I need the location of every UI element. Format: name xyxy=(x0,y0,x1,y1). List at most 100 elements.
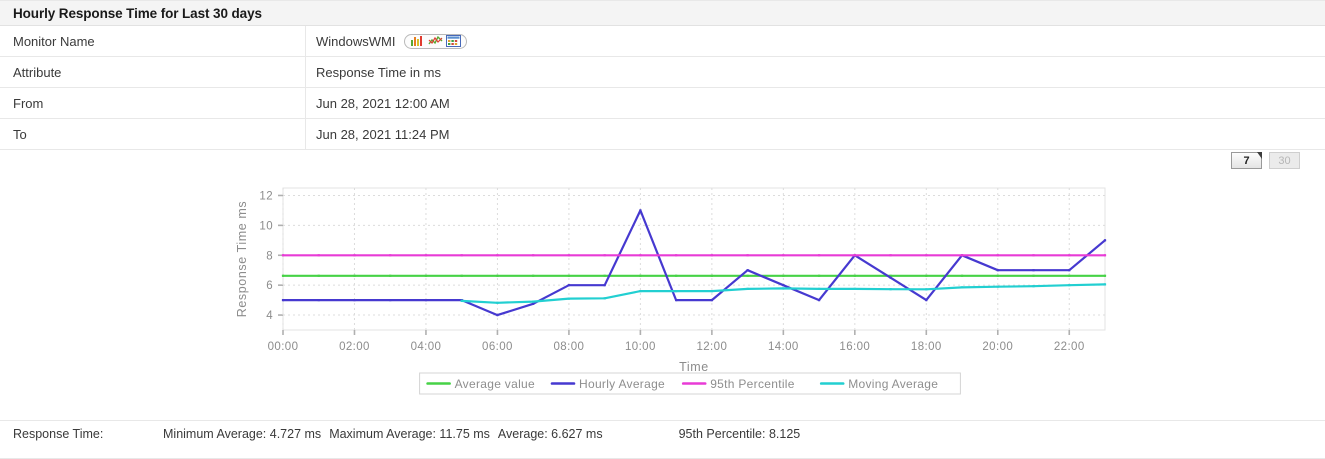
series-point xyxy=(817,299,821,302)
series-point xyxy=(782,274,785,277)
series-point xyxy=(1103,254,1107,257)
range-button-30[interactable]: 30 xyxy=(1269,152,1300,169)
series-point xyxy=(496,274,499,277)
monitor-info-table: Monitor Name WindowsWMI xyxy=(0,26,1325,150)
series-point xyxy=(603,254,606,257)
plot-area xyxy=(282,187,1106,331)
series-point xyxy=(817,287,821,290)
series-point xyxy=(746,274,749,277)
x-axis-tick-label: 00:00 xyxy=(268,341,299,353)
series-point xyxy=(710,274,713,277)
series-point xyxy=(782,284,785,287)
legend-label: 95th Percentile xyxy=(710,377,795,391)
series-point xyxy=(639,254,642,257)
series-point xyxy=(353,274,356,277)
series-point xyxy=(889,274,892,277)
x-axis-tick-label: 10:00 xyxy=(625,341,656,353)
x-axis-tick-label: 08:00 xyxy=(554,341,585,353)
stats-footer: Response Time: Minimum Average: 4.727 ms… xyxy=(0,420,1325,459)
range-button-group: 7 30 xyxy=(1231,152,1300,169)
series-point xyxy=(353,299,356,302)
y-axis-tick-label: 8 xyxy=(266,250,273,262)
table-row: To Jun 28, 2021 11:24 PM xyxy=(0,118,1325,150)
range-button-7[interactable]: 7 xyxy=(1231,152,1262,169)
bar-chart-icon[interactable] xyxy=(410,35,425,47)
series-point xyxy=(675,274,678,277)
row-value-monitor-name: WindowsWMI xyxy=(305,26,1325,57)
y-axis-tick-label: 6 xyxy=(266,280,273,292)
series-point xyxy=(317,254,320,257)
series-point xyxy=(1068,269,1071,272)
stat-95th-percentile: 95th Percentile: 8.125 xyxy=(678,427,801,441)
series-point xyxy=(710,299,713,302)
y-axis-tick-label: 12 xyxy=(259,190,273,202)
series-point xyxy=(782,254,785,257)
series-point xyxy=(1068,254,1071,257)
series-point xyxy=(496,301,499,304)
row-label-from: From xyxy=(0,87,306,119)
x-axis-tick-label: 16:00 xyxy=(839,341,870,353)
series-point xyxy=(782,287,785,290)
series-point xyxy=(496,254,499,257)
series-point xyxy=(1032,254,1035,257)
table-row: Attribute Response Time in ms xyxy=(0,56,1325,88)
row-label-attribute: Attribute xyxy=(0,56,306,88)
table-grid-icon[interactable] xyxy=(446,35,462,47)
table-row: From Jun 28, 2021 12:00 AM xyxy=(0,87,1325,119)
series-point xyxy=(603,284,606,287)
series-point xyxy=(567,254,571,257)
monitor-view-icons[interactable] xyxy=(404,33,468,49)
series-point xyxy=(710,290,713,293)
range-button-7-label: 7 xyxy=(1243,154,1250,167)
series-point xyxy=(496,313,499,317)
series-point xyxy=(817,274,821,277)
x-axis-tick-label: 06:00 xyxy=(482,341,513,353)
stats-lead-label: Response Time: xyxy=(13,427,104,441)
series-point xyxy=(389,274,392,277)
y-axis-tick-label: 10 xyxy=(259,220,273,232)
series-point xyxy=(532,274,535,277)
row-label-monitor-name: Monitor Name xyxy=(0,26,306,57)
legend-label: Hourly Average xyxy=(579,377,665,391)
stat-maximum-average: Maximum Average: 11.75 ms xyxy=(329,427,490,441)
series-point xyxy=(532,302,535,305)
series-point xyxy=(675,290,678,293)
series-point xyxy=(925,288,928,291)
series-point xyxy=(746,287,749,290)
series-point xyxy=(317,274,320,277)
legend-label: Moving Average xyxy=(848,377,938,391)
series-point xyxy=(281,254,285,257)
series-point xyxy=(889,288,892,291)
x-axis-tick-label: 12:00 xyxy=(696,341,727,353)
x-axis-tick-label: 20:00 xyxy=(982,341,1013,353)
series-point xyxy=(853,287,856,290)
series-point xyxy=(460,274,463,277)
series-point xyxy=(281,274,285,277)
chart-canvas: 4 6 8 10 12 00:00 02:00 04:00 06:00 08:00 10:00 12:… xyxy=(235,187,1107,395)
x-axis-tick-label: 02:00 xyxy=(339,341,370,353)
series-point xyxy=(567,274,571,277)
series-point xyxy=(746,269,749,272)
series-point xyxy=(675,299,678,302)
row-value-to: Jun 28, 2021 11:24 PM xyxy=(305,118,1325,150)
row-value-attribute: Response Time in ms xyxy=(305,56,1325,88)
series-point xyxy=(1103,274,1107,277)
range-button-30-label: 30 xyxy=(1278,154,1291,167)
series-point xyxy=(996,274,999,277)
x-axis-title: Time xyxy=(679,360,709,374)
x-axis-tick-label: 14:00 xyxy=(768,341,799,353)
row-label-to: To xyxy=(0,118,306,150)
series-point xyxy=(960,274,964,277)
series-point xyxy=(424,274,428,277)
series-point xyxy=(817,254,821,257)
page-title: Hourly Response Time for Last 30 days xyxy=(13,5,262,21)
series-point xyxy=(389,299,392,302)
y-axis-title: Response Time ms xyxy=(235,201,249,318)
series-point xyxy=(603,297,606,300)
series-point xyxy=(389,254,392,257)
series-point xyxy=(639,290,642,293)
series-point xyxy=(532,300,535,303)
table-row: Monitor Name WindowsWMI xyxy=(0,26,1325,57)
line-chart-icon[interactable] xyxy=(428,35,443,47)
panel-title-bar: Hourly Response Time for Last 30 days xyxy=(0,0,1325,26)
